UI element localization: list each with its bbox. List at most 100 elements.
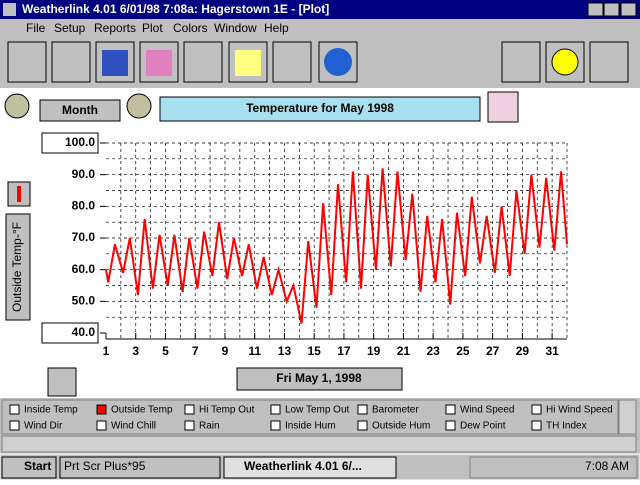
y-tick-box: [41, 322, 99, 344]
x-tick-label: 9: [222, 344, 229, 358]
x-tick-label: 1: [103, 344, 110, 358]
color-swatch: [17, 186, 21, 202]
x-tick-label: 31: [545, 344, 559, 358]
period-label: Month: [62, 103, 98, 117]
plot-title: Temperature for May 1998: [246, 101, 394, 115]
zoom-out[interactable]: [126, 93, 152, 119]
exit-button[interactable]: [589, 41, 629, 83]
checkbox[interactable]: [531, 404, 542, 415]
checkbox[interactable]: [96, 404, 107, 415]
task-label: Prt Scr Plus*95: [64, 459, 146, 473]
y-label-button[interactable]: [5, 213, 31, 321]
checkbox-label: Hi Temp Out: [199, 405, 255, 416]
clock: 7:08 AM: [585, 459, 629, 473]
menu-item[interactable]: Help: [264, 21, 289, 35]
plot: 1 3 5 7 9 11 13 15 17 19 21 23 25 27 29 3140.050.060.07…: [41, 132, 568, 358]
minimize[interactable]: [587, 2, 604, 17]
tool-button[interactable]: [51, 41, 91, 83]
y-tick-label: 90.0: [72, 167, 96, 181]
checkboxes: Inside Temp Outside Temp Hi Temp Out Low Te…: [9, 404, 613, 432]
maximize[interactable]: [603, 2, 620, 17]
checkbox[interactable]: [270, 420, 281, 431]
checkbox[interactable]: [357, 420, 368, 431]
checkbox[interactable]: [445, 420, 456, 431]
y-axis-label: Outside Temp-°F: [10, 222, 24, 312]
tool-button[interactable]: [272, 41, 312, 83]
menu-item[interactable]: Plot: [142, 21, 163, 35]
y-tick-label: 40.0: [72, 325, 96, 339]
checkbox-label: Inside Temp: [24, 405, 78, 416]
checkbox[interactable]: [270, 404, 281, 415]
menu-item[interactable]: Window: [214, 21, 257, 35]
y-tick-box: [41, 132, 99, 154]
task-button[interactable]: [59, 456, 221, 479]
vertical-scrollbar[interactable]: [618, 399, 637, 435]
checkbox-label: TH Index: [546, 421, 587, 432]
checkbox[interactable]: [357, 404, 368, 415]
start-label: Start: [24, 459, 51, 473]
checkbox-label: Inside Hum: [285, 421, 336, 432]
y-tick-label: 60.0: [72, 262, 96, 276]
toolbar: [7, 41, 629, 83]
checkbox[interactable]: [96, 420, 107, 431]
icon: [235, 50, 261, 76]
task-button[interactable]: [223, 456, 397, 479]
x-tick-label: 13: [278, 344, 292, 358]
checkbox[interactable]: [9, 420, 20, 431]
tool-button[interactable]: [183, 41, 223, 83]
print-button[interactable]: [501, 41, 541, 83]
checkbox-label: Outside Hum: [372, 421, 430, 432]
checkbox[interactable]: [531, 420, 542, 431]
close[interactable]: [620, 2, 637, 17]
period-button[interactable]: [39, 99, 121, 122]
x-tick-label: 17: [337, 344, 351, 358]
icon: [102, 50, 128, 76]
horizontal-scrollbar[interactable]: [1, 435, 637, 453]
checkbox[interactable]: [184, 420, 195, 431]
checkbox-label: Low Temp Out: [285, 405, 350, 416]
checkbox-label: Dew Point: [460, 421, 506, 432]
x-tick-label: 25: [456, 344, 470, 358]
checkbox[interactable]: [184, 404, 195, 415]
lock-button[interactable]: [47, 367, 77, 397]
x-tick-label: 29: [516, 344, 530, 358]
zoom-in[interactable]: [4, 93, 30, 119]
x-tick-label: 21: [397, 344, 411, 358]
y-tick-label: 80.0: [72, 199, 96, 213]
x-tick-label: 27: [486, 344, 500, 358]
menu-item[interactable]: Reports: [94, 21, 136, 35]
tool-button[interactable]: [7, 41, 47, 83]
checkbox-label: Wind Speed: [460, 405, 514, 416]
date-button[interactable]: [236, 367, 403, 391]
icon: [146, 50, 172, 76]
y-tick-label: 100.0: [65, 135, 95, 149]
icon: [551, 48, 579, 76]
y-tick-label: 50.0: [72, 294, 96, 308]
x-tick-label: 19: [367, 344, 381, 358]
checkbox[interactable]: [445, 404, 456, 415]
x-tick-label: 15: [308, 344, 322, 358]
menu-background: [0, 19, 640, 38]
checkbox-label: Outside Temp: [111, 405, 173, 416]
start-button[interactable]: [1, 456, 57, 479]
x-tick-label: 5: [162, 344, 169, 358]
eraser-button[interactable]: [487, 91, 519, 123]
checkbox-label: Rain: [199, 421, 220, 432]
y-tick-label: 70.0: [72, 230, 96, 244]
tray: [469, 456, 638, 479]
menu-item[interactable]: Setup: [54, 21, 86, 35]
checkbox[interactable]: [9, 404, 20, 415]
checkbox-label: Hi Wind Speed: [546, 405, 613, 416]
x-tick-label: 11: [248, 344, 261, 358]
x-tick-label: 7: [192, 344, 199, 358]
window-title: Weatherlink 4.01 6/01/98 7:08a: Hagersto…: [22, 2, 329, 16]
date-label: Fri May 1, 1998: [276, 371, 362, 385]
x-tick-label: 23: [426, 344, 440, 358]
menu-item[interactable]: Colors: [173, 21, 208, 35]
app-icon: [3, 3, 16, 16]
icon: [324, 48, 352, 76]
menu-item[interactable]: File: [26, 21, 46, 35]
plot-title-box: [159, 96, 481, 122]
checkbox-label: Barometer: [372, 405, 419, 416]
